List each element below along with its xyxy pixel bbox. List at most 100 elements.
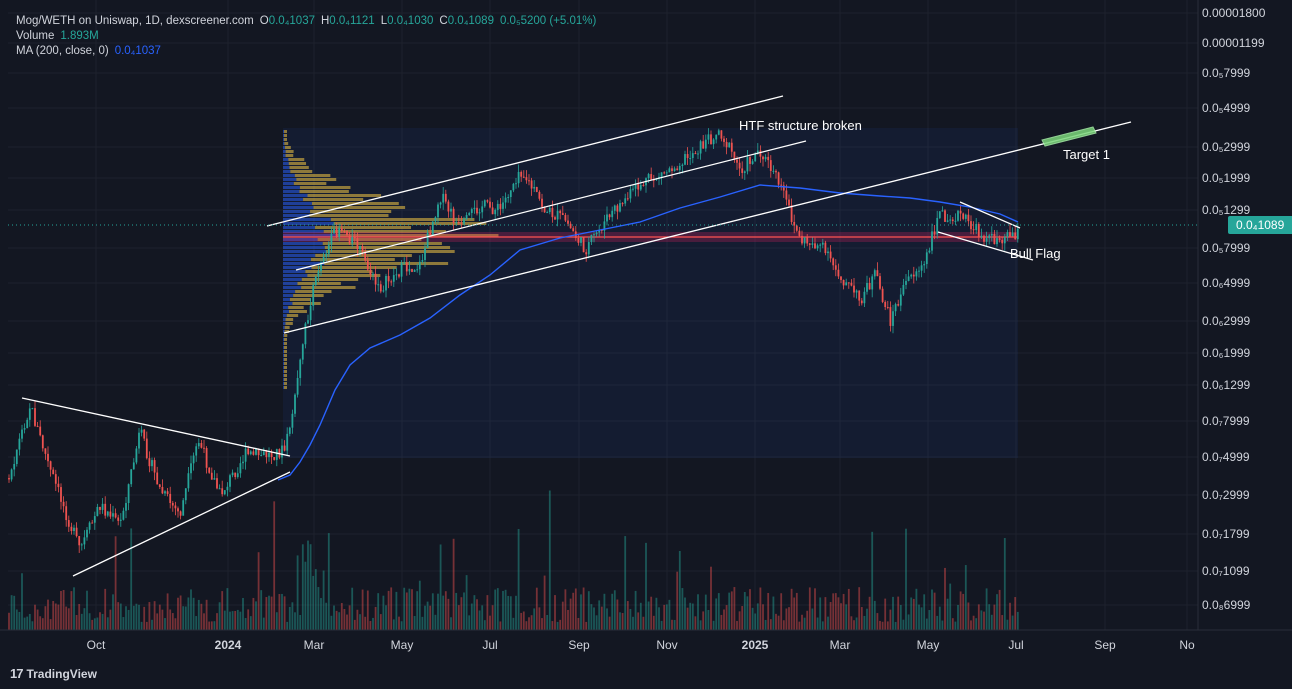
ma-200-line xyxy=(277,184,1019,481)
candle-body xyxy=(548,207,551,213)
volume-bar xyxy=(366,590,369,630)
candle-body xyxy=(91,522,94,524)
volume-bar xyxy=(413,616,416,630)
candle-body xyxy=(751,161,754,164)
profile-bar-down xyxy=(284,334,288,337)
ohlc-close: C0.0₄1089 xyxy=(439,15,494,27)
profile-bar-up xyxy=(283,310,289,313)
volume-bar xyxy=(359,614,361,630)
profile-bar-up xyxy=(283,374,284,377)
candle-body xyxy=(125,503,127,511)
volume-bar xyxy=(819,597,822,630)
candle-body xyxy=(255,448,257,455)
volume-bar xyxy=(213,621,216,630)
volume-bar xyxy=(515,595,517,630)
drawings[interactable] xyxy=(21,95,1132,577)
profile-bar-up xyxy=(283,334,285,337)
volume-bar xyxy=(499,621,502,630)
candle-body xyxy=(320,262,322,272)
volume-bar xyxy=(827,616,829,630)
last-price-badge: 0.0₄1089 xyxy=(1228,216,1292,234)
volume-bar xyxy=(837,597,840,630)
volume-bar xyxy=(13,595,16,630)
candle-body xyxy=(512,183,515,191)
candle-body xyxy=(67,520,70,527)
profile-bar-down xyxy=(301,278,359,281)
volume-bar xyxy=(364,616,367,630)
tradingview-brand[interactable]: 17 TradingView xyxy=(10,666,97,681)
candle-body xyxy=(907,276,910,281)
volume-bar xyxy=(1011,615,1014,630)
volume-bar xyxy=(41,618,44,630)
volume-bar xyxy=(806,610,809,630)
profile-bar-down xyxy=(294,174,331,177)
candle-body xyxy=(769,160,772,171)
volume-bar xyxy=(291,602,294,630)
candle-body xyxy=(762,156,764,160)
profile-bar-up xyxy=(283,202,312,205)
volume-bar xyxy=(88,613,91,630)
volume-bar xyxy=(975,618,978,630)
volume-bar xyxy=(730,591,733,630)
volume-bar xyxy=(749,589,751,630)
candle-body xyxy=(569,223,572,229)
volume-bar xyxy=(457,605,460,630)
candle-body xyxy=(951,219,954,222)
candle-body xyxy=(707,134,710,140)
volume-value: 1.893M xyxy=(60,30,99,42)
candle-body xyxy=(431,221,434,235)
target-annotation[interactable]: Target 1 xyxy=(1063,147,1110,162)
volume-bar xyxy=(801,614,803,630)
volume-bar xyxy=(197,599,200,630)
candle-body xyxy=(73,527,75,532)
profile-bar-up xyxy=(283,298,290,301)
candle-body xyxy=(866,282,868,292)
candle-body xyxy=(28,408,31,420)
candle-body xyxy=(177,508,179,512)
volume-bar xyxy=(470,603,473,630)
candle-body xyxy=(70,526,73,532)
candle-body xyxy=(642,185,645,187)
volume-bar xyxy=(60,590,62,630)
volume-bar xyxy=(668,599,671,630)
candle-body xyxy=(507,197,510,199)
volume-bar xyxy=(606,608,608,630)
candle-body xyxy=(876,270,879,277)
candle-body xyxy=(603,221,606,231)
volume-bar xyxy=(983,611,985,630)
profile-bar-down xyxy=(317,238,422,241)
candle-body xyxy=(205,448,208,468)
volume-bar xyxy=(418,580,421,630)
volume-bar xyxy=(161,609,164,630)
volume-bar xyxy=(299,614,302,630)
volume-bar xyxy=(1016,611,1019,630)
candle-body xyxy=(182,500,185,516)
bull-flag-annotation[interactable]: Bull Flag xyxy=(1010,246,1061,261)
candle-body xyxy=(346,231,348,236)
volume-bar xyxy=(330,615,333,630)
candle-body xyxy=(421,259,424,262)
volume-bar xyxy=(468,615,471,630)
volume-bar xyxy=(169,609,172,630)
x-tick-label: Jul xyxy=(1008,638,1023,652)
chart-legend: Mog/WETH on Uniswap, 1D, dexscreener.com… xyxy=(16,14,596,59)
profile-bar-up xyxy=(283,206,314,209)
candle-body xyxy=(465,215,468,219)
y-tick-label: 0.0₇7999 xyxy=(1202,414,1250,428)
candle-body xyxy=(429,232,432,235)
candles xyxy=(8,128,1019,553)
candle-body xyxy=(294,394,296,414)
htf-annotation[interactable]: HTF structure broken xyxy=(739,118,862,133)
candle-body xyxy=(730,142,733,152)
volume-bar xyxy=(8,612,10,630)
volume-bar xyxy=(842,593,845,630)
volume-bar xyxy=(639,602,642,630)
y-tick-label: 0.0₇2999 xyxy=(1202,488,1250,502)
profile-bar-up xyxy=(283,378,284,381)
volume-bar xyxy=(951,618,954,630)
profile-bar-down xyxy=(284,142,289,145)
candle-body xyxy=(190,463,192,474)
volume-bar xyxy=(99,612,101,630)
